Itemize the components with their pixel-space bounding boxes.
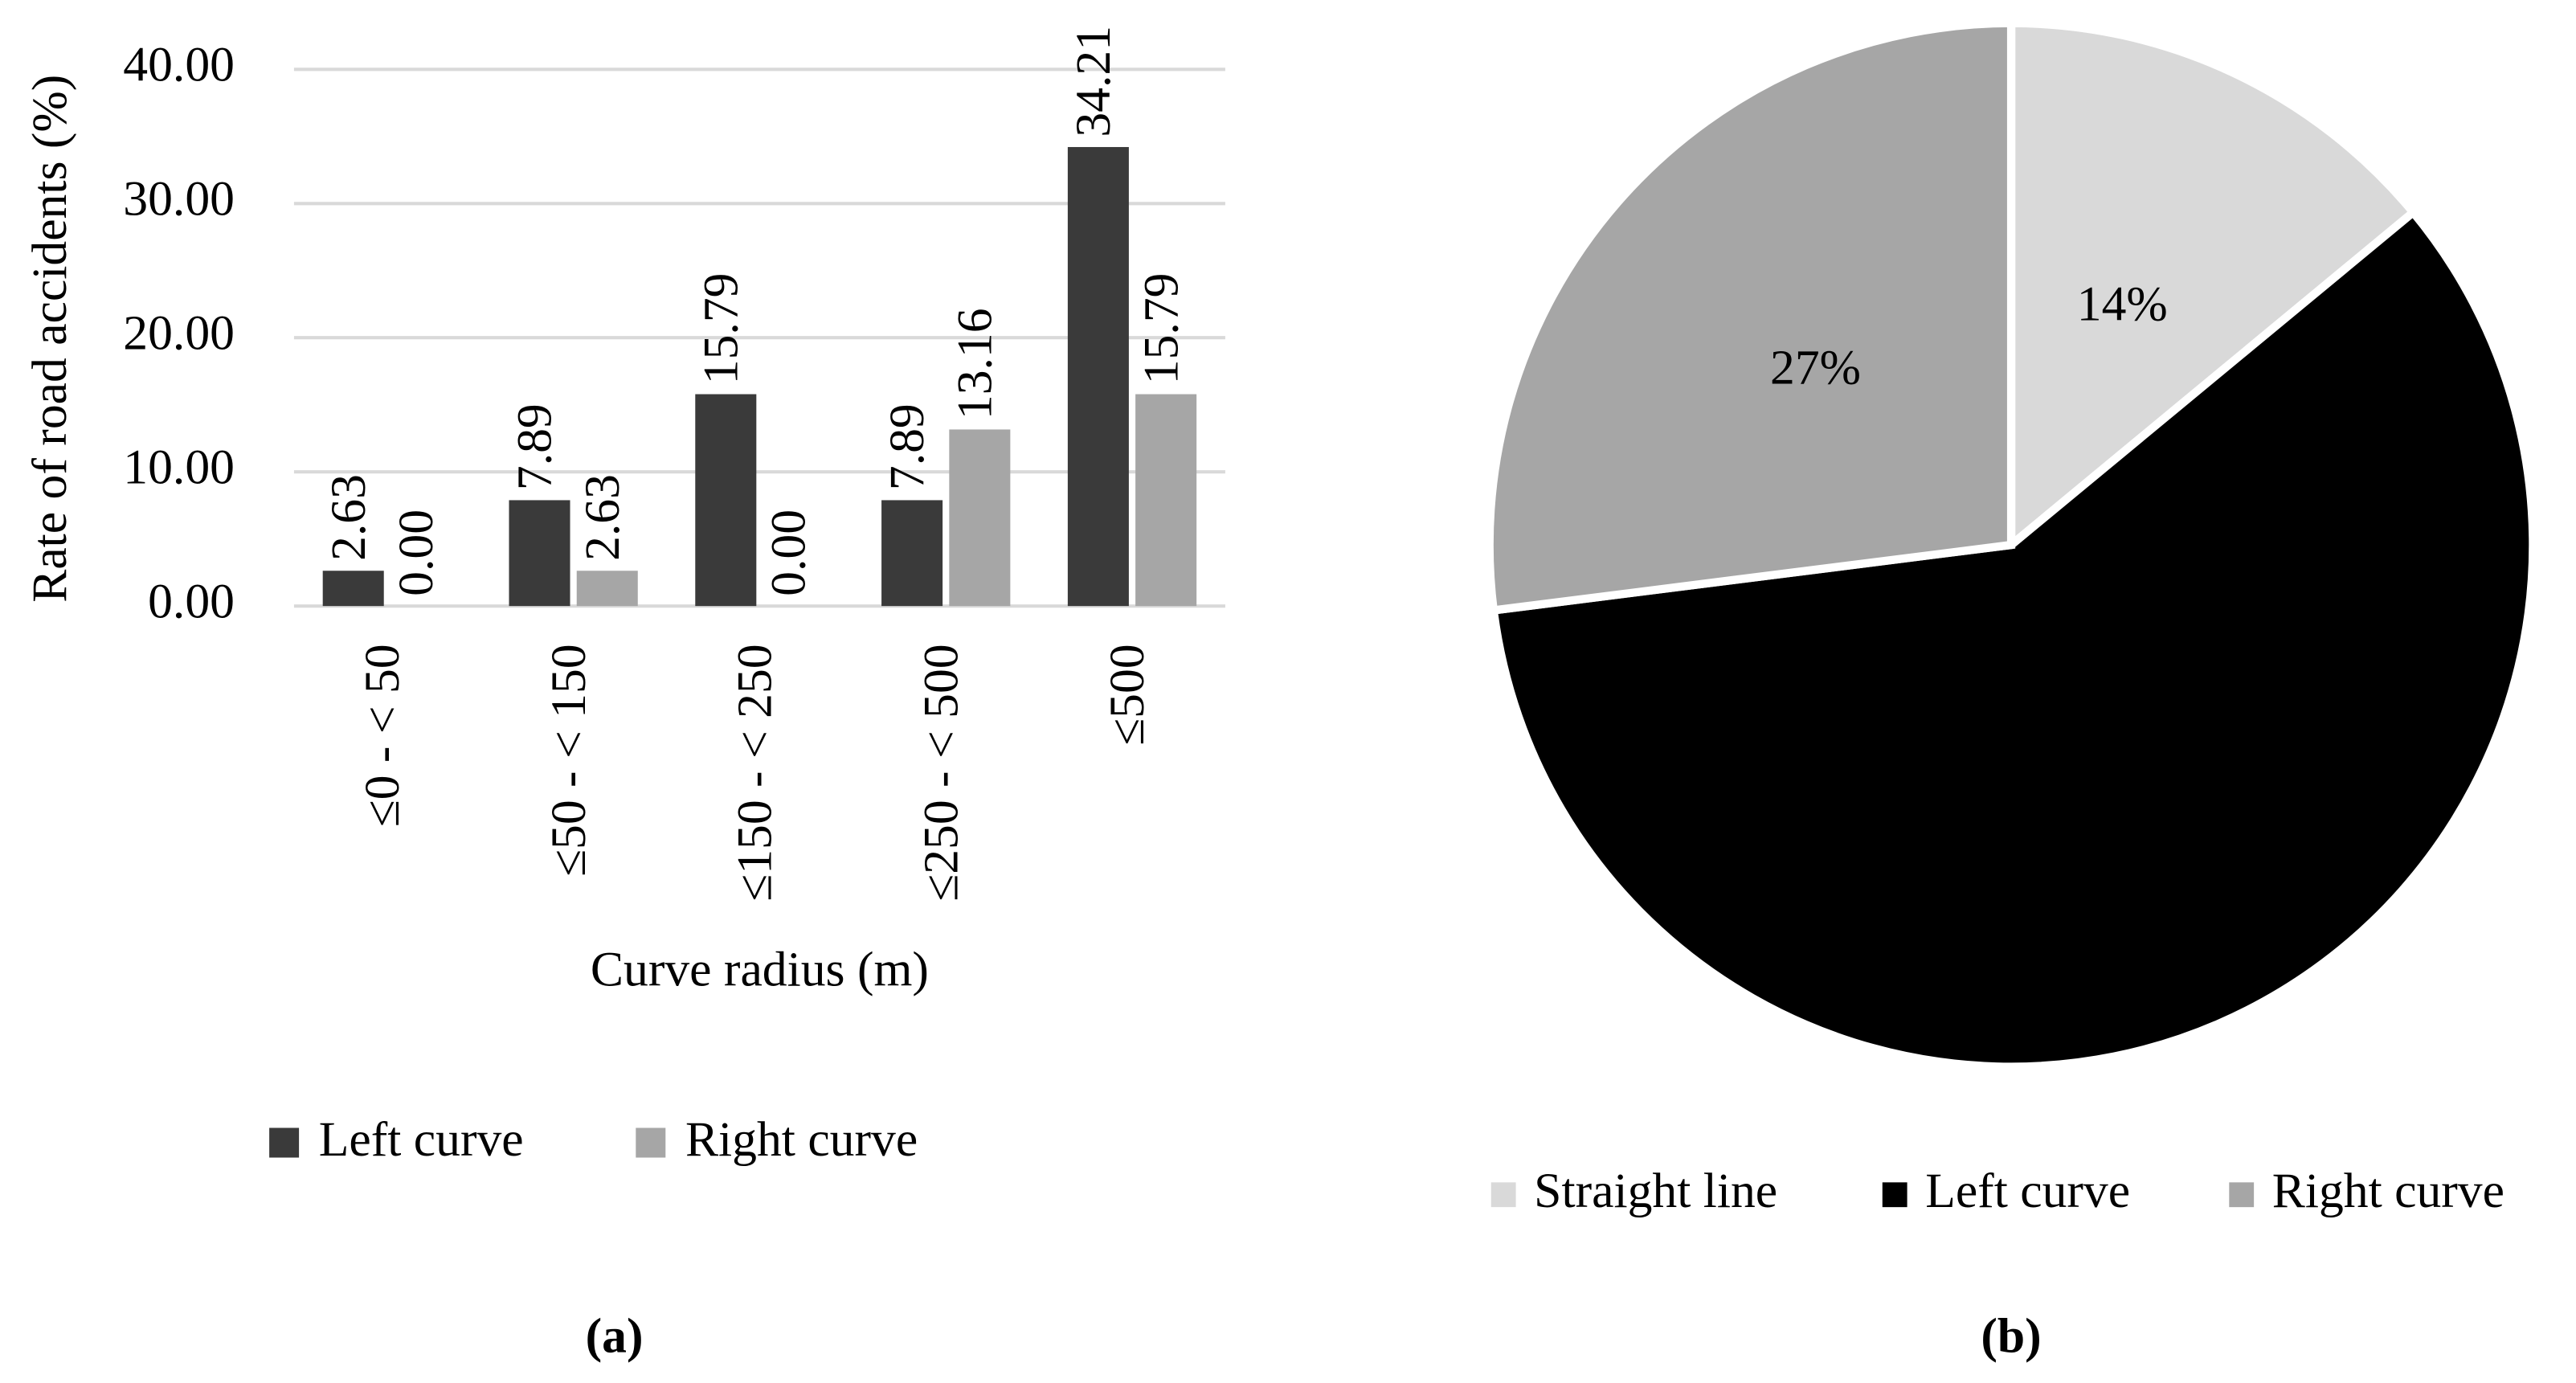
bar: [322, 571, 384, 607]
pie-slice: [1485, 18, 2016, 616]
y-tick-label: 40.00: [123, 37, 235, 92]
x-tick-label: ≤250 - < 500: [914, 644, 968, 901]
legend-label: Right curve: [2272, 1164, 2504, 1218]
bar: [1067, 146, 1129, 607]
legend-label: Straight line: [1534, 1164, 1777, 1218]
x-axis-title: Curve radius (m): [591, 943, 929, 997]
y-tick-label: 10.00: [123, 440, 235, 494]
bar: [576, 571, 638, 607]
slice-label: 27%: [1770, 341, 1861, 395]
y-tick-label: 0.00: [148, 574, 235, 628]
y-tick-label: 20.00: [123, 305, 235, 360]
value-label: 2.63: [575, 474, 630, 561]
legend-label: Left curve: [1925, 1164, 2130, 1218]
legend-swatch: [2229, 1182, 2255, 1208]
legend-swatch: [1490, 1182, 1516, 1208]
y-tick-label: 30.00: [123, 171, 235, 226]
bar: [695, 394, 757, 607]
value-label: 2.63: [321, 474, 376, 561]
slice-label: 59%: [2070, 752, 2161, 807]
legend-swatch: [269, 1127, 300, 1158]
bar: [509, 500, 570, 607]
slice-label: 14%: [2077, 276, 2168, 331]
x-tick-label: ≤50 - < 150: [542, 644, 596, 876]
value-label: 7.89: [508, 403, 562, 490]
pie-slice: [2006, 18, 2419, 554]
value-label: 15.79: [1134, 273, 1188, 385]
value-label: 15.79: [693, 273, 748, 385]
value-label: 34.21: [1066, 26, 1121, 137]
value-label: 7.89: [880, 403, 934, 490]
value-label: 13.16: [947, 308, 1002, 419]
x-tick-label: ≤500: [1100, 644, 1155, 745]
x-tick-label: ≤0 - < 50: [355, 644, 410, 827]
legend-label: Left curve: [319, 1112, 524, 1167]
bar: [881, 500, 943, 607]
legend-swatch: [1882, 1182, 1907, 1208]
panel-label: (b): [1981, 1309, 2041, 1364]
value-label: 0.00: [389, 509, 444, 596]
y-axis-title: Rate of road accidents (%): [22, 75, 77, 603]
x-tick-label: ≤150 - < 250: [728, 644, 783, 901]
bar: [1135, 394, 1197, 607]
pie-slice: [1489, 206, 2537, 1071]
panel-label: (a): [586, 1309, 644, 1364]
value-label: 0.00: [762, 509, 816, 596]
bar: [949, 429, 1011, 607]
legend-swatch: [636, 1127, 666, 1158]
legend-label: Right curve: [685, 1112, 918, 1167]
